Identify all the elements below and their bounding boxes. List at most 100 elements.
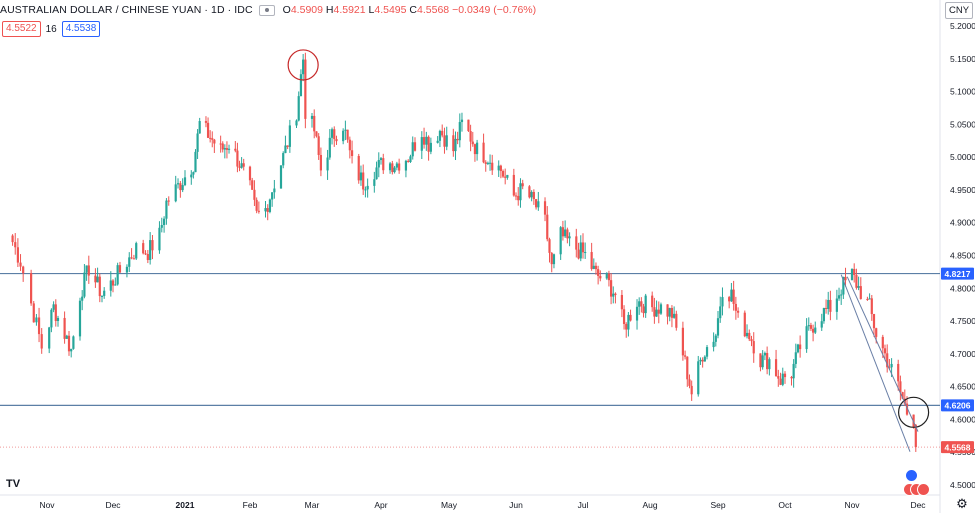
candle-body[interactable] <box>116 265 119 285</box>
candle-body[interactable] <box>886 353 889 368</box>
candle-body[interactable] <box>703 356 706 362</box>
candle-body[interactable] <box>475 142 479 155</box>
candle-body[interactable] <box>783 373 787 378</box>
candle-body[interactable] <box>63 317 66 339</box>
candle-body[interactable] <box>234 148 237 151</box>
candle-body[interactable] <box>132 258 136 260</box>
candle-body[interactable] <box>657 309 660 314</box>
candle-body[interactable] <box>167 200 170 202</box>
candle-body[interactable] <box>94 275 97 283</box>
candle-body[interactable] <box>204 121 208 123</box>
candle-body[interactable] <box>342 130 345 142</box>
annotation-circle[interactable] <box>287 49 319 81</box>
candle-body[interactable] <box>827 299 830 309</box>
candle-body[interactable] <box>54 304 57 322</box>
candle-body[interactable] <box>543 201 547 215</box>
candle-body[interactable] <box>391 163 394 173</box>
candle-body[interactable] <box>413 142 417 151</box>
candle-body[interactable] <box>607 273 611 281</box>
candle-body[interactable] <box>50 309 53 328</box>
candle-body[interactable] <box>348 139 351 151</box>
symbol-title[interactable]: AUSTRALIAN DOLLAR / CHINESE YUAN · 1D · … <box>0 4 253 16</box>
event-marker-icon[interactable] <box>905 469 918 482</box>
tradingview-logo-icon[interactable]: TV <box>6 478 21 490</box>
candle-body[interactable] <box>796 344 800 353</box>
candle-body[interactable] <box>14 242 17 248</box>
candle-body[interactable] <box>675 313 678 328</box>
candle-body[interactable] <box>734 303 737 311</box>
candle-body[interactable] <box>236 150 239 167</box>
candle-body[interactable] <box>238 166 241 168</box>
candle-body[interactable] <box>100 295 104 297</box>
candle-body[interactable] <box>425 136 428 145</box>
candle-body[interactable] <box>190 174 193 178</box>
candle-body[interactable] <box>883 348 887 354</box>
candle-body[interactable] <box>805 326 808 350</box>
candle-body[interactable] <box>344 129 347 131</box>
candle-body[interactable] <box>409 156 412 163</box>
candle-body[interactable] <box>438 130 442 141</box>
candle-body[interactable] <box>196 133 199 152</box>
candle-body[interactable] <box>268 199 272 212</box>
candle-body[interactable] <box>575 236 578 250</box>
candle-body[interactable] <box>310 115 314 119</box>
candle-body[interactable] <box>761 355 764 368</box>
trend-channel-line[interactable] <box>840 274 911 452</box>
candle-body[interactable] <box>422 137 426 145</box>
candle-body[interactable] <box>379 158 383 161</box>
candle-body[interactable] <box>592 265 595 269</box>
candle-body[interactable] <box>792 363 795 379</box>
candle-body[interactable] <box>517 195 520 201</box>
candle-body[interactable] <box>162 218 166 226</box>
candle-body[interactable] <box>627 314 630 330</box>
candle-body[interactable] <box>135 243 138 259</box>
candle-body[interactable] <box>659 304 663 314</box>
candle-body[interactable] <box>142 243 145 254</box>
candle-body[interactable] <box>629 314 632 321</box>
candle-body[interactable] <box>901 392 904 399</box>
candle-body[interactable] <box>714 335 717 342</box>
candle-body[interactable] <box>471 141 474 145</box>
candle-body[interactable] <box>144 253 147 255</box>
event-marker-icon[interactable] <box>917 483 930 496</box>
candle-body[interactable] <box>488 162 492 164</box>
candle-body[interactable] <box>40 334 43 349</box>
candle-body[interactable] <box>837 295 841 299</box>
candle-body[interactable] <box>32 303 35 323</box>
candle-body[interactable] <box>70 348 73 352</box>
candle-body[interactable] <box>779 378 782 385</box>
candle-body[interactable] <box>850 268 854 281</box>
candle-body[interactable] <box>486 162 490 164</box>
candle-body[interactable] <box>407 160 410 163</box>
candle-body[interactable] <box>223 148 226 150</box>
candle-body[interactable] <box>903 398 906 404</box>
candle-body[interactable] <box>98 276 101 297</box>
trend-channel-line[interactable] <box>846 276 919 432</box>
candle-body[interactable] <box>313 115 316 132</box>
candle-body[interactable] <box>78 300 82 337</box>
candle-body[interactable] <box>255 199 258 211</box>
candle-body[interactable] <box>809 325 813 329</box>
candle-body[interactable] <box>732 289 735 304</box>
candle-body[interactable] <box>429 142 432 152</box>
candle-body[interactable] <box>750 339 753 342</box>
candle-body[interactable] <box>721 297 724 307</box>
candle-body[interactable] <box>716 318 720 336</box>
candle-body[interactable] <box>766 352 769 370</box>
candle-body[interactable] <box>85 265 88 273</box>
candle-body[interactable] <box>96 276 99 283</box>
candle-body[interactable] <box>514 195 518 197</box>
candle-body[interactable] <box>304 59 307 119</box>
candle-body[interactable] <box>614 293 617 295</box>
candle-body[interactable] <box>521 183 524 187</box>
candle-body[interactable] <box>183 177 187 186</box>
candle-body[interactable] <box>597 269 600 276</box>
candle-body[interactable] <box>559 227 562 255</box>
candle-body[interactable] <box>651 295 654 308</box>
candle-body[interactable] <box>288 125 291 147</box>
candle-body[interactable] <box>561 227 564 237</box>
candle-body[interactable] <box>388 163 392 171</box>
candle-body[interactable] <box>382 158 385 171</box>
candle-body[interactable] <box>211 138 214 140</box>
candle-body[interactable] <box>206 122 210 138</box>
